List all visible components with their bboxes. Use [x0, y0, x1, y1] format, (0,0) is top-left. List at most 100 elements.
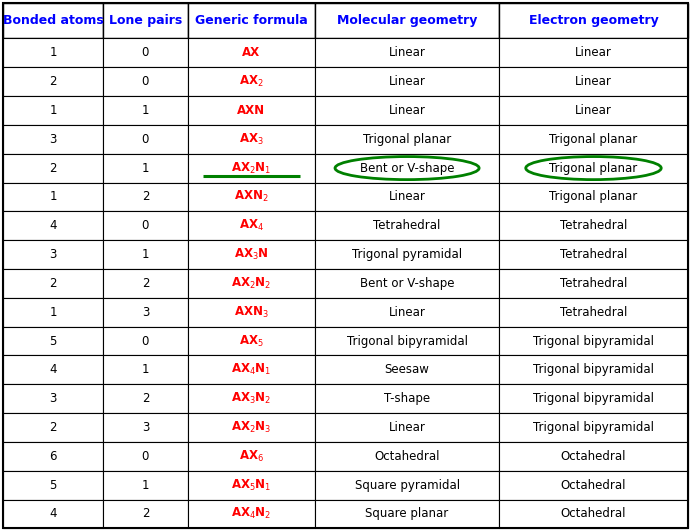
- Text: 2: 2: [49, 161, 57, 175]
- Text: 2: 2: [142, 277, 149, 290]
- Bar: [500, 269, 688, 298]
- Text: Trigonal planar: Trigonal planar: [549, 133, 638, 146]
- Bar: [103, 67, 188, 96]
- Bar: [3, 153, 103, 183]
- Bar: [314, 500, 500, 528]
- Text: Molecular geometry: Molecular geometry: [337, 14, 477, 27]
- Text: Trigonal pyramidal: Trigonal pyramidal: [352, 248, 462, 261]
- Bar: [103, 125, 188, 153]
- Bar: [188, 327, 314, 355]
- Text: 1: 1: [142, 248, 149, 261]
- Text: AX$_{2}$N$_{1}$: AX$_{2}$N$_{1}$: [231, 160, 272, 176]
- Bar: [188, 38, 314, 67]
- Text: 0: 0: [142, 219, 149, 232]
- Bar: [314, 38, 500, 67]
- Bar: [500, 470, 688, 500]
- Text: 2: 2: [49, 421, 57, 434]
- Text: 4: 4: [49, 363, 57, 376]
- Text: 6: 6: [49, 450, 57, 463]
- Bar: [103, 3, 188, 38]
- Text: 2: 2: [49, 277, 57, 290]
- Text: 1: 1: [49, 306, 57, 319]
- Bar: [188, 67, 314, 96]
- Bar: [103, 355, 188, 384]
- Text: 4: 4: [49, 219, 57, 232]
- Bar: [103, 269, 188, 298]
- Bar: [314, 384, 500, 413]
- Bar: [314, 269, 500, 298]
- Bar: [3, 38, 103, 67]
- Bar: [103, 211, 188, 240]
- Bar: [314, 211, 500, 240]
- Bar: [188, 384, 314, 413]
- Text: Octahedral: Octahedral: [560, 508, 626, 520]
- Bar: [3, 211, 103, 240]
- Bar: [103, 298, 188, 327]
- Bar: [500, 327, 688, 355]
- Bar: [188, 470, 314, 500]
- Bar: [188, 240, 314, 269]
- Text: 1: 1: [142, 104, 149, 117]
- Bar: [188, 153, 314, 183]
- Text: Square pyramidal: Square pyramidal: [354, 478, 460, 492]
- Text: 2: 2: [142, 191, 149, 203]
- Text: Linear: Linear: [388, 191, 426, 203]
- Bar: [3, 413, 103, 442]
- Bar: [188, 125, 314, 153]
- Bar: [314, 442, 500, 470]
- Text: AX$_{2}$N$_{2}$: AX$_{2}$N$_{2}$: [231, 276, 272, 291]
- Text: 1: 1: [142, 363, 149, 376]
- Text: 1: 1: [49, 191, 57, 203]
- Text: Tetrahedral: Tetrahedral: [560, 219, 627, 232]
- Text: AXN$_{2}$: AXN$_{2}$: [234, 190, 269, 204]
- Bar: [500, 355, 688, 384]
- Bar: [314, 298, 500, 327]
- Text: Linear: Linear: [388, 104, 426, 117]
- Text: AX$_{5}$N$_{1}$: AX$_{5}$N$_{1}$: [231, 477, 272, 493]
- Bar: [103, 470, 188, 500]
- Bar: [3, 67, 103, 96]
- Text: Generic formula: Generic formula: [195, 14, 307, 27]
- Text: Linear: Linear: [388, 46, 426, 59]
- Bar: [314, 240, 500, 269]
- Text: AX$_{2}$: AX$_{2}$: [239, 74, 264, 89]
- Text: AX$_{3}$: AX$_{3}$: [239, 132, 264, 147]
- Bar: [500, 153, 688, 183]
- Text: Bent or V-shape: Bent or V-shape: [360, 161, 454, 175]
- Bar: [3, 298, 103, 327]
- Bar: [3, 183, 103, 211]
- Bar: [3, 384, 103, 413]
- Bar: [314, 3, 500, 38]
- Text: Trigonal planar: Trigonal planar: [549, 161, 638, 175]
- Bar: [3, 240, 103, 269]
- Bar: [314, 153, 500, 183]
- Text: AX$_{4}$N$_{2}$: AX$_{4}$N$_{2}$: [231, 507, 272, 521]
- Text: AX: AX: [243, 46, 261, 59]
- Text: 0: 0: [142, 335, 149, 347]
- Text: AXN: AXN: [238, 104, 265, 117]
- Bar: [500, 125, 688, 153]
- Text: Tetrahedral: Tetrahedral: [560, 306, 627, 319]
- Text: AX$_{4}$: AX$_{4}$: [239, 218, 264, 233]
- Text: AX$_{5}$: AX$_{5}$: [239, 333, 264, 348]
- Bar: [103, 442, 188, 470]
- Text: 3: 3: [142, 421, 149, 434]
- Bar: [500, 240, 688, 269]
- Bar: [103, 384, 188, 413]
- Text: 2: 2: [49, 75, 57, 88]
- Bar: [314, 125, 500, 153]
- Text: Trigonal bipyramidal: Trigonal bipyramidal: [533, 335, 654, 347]
- Text: Octahedral: Octahedral: [560, 450, 626, 463]
- Text: Trigonal bipyramidal: Trigonal bipyramidal: [533, 421, 654, 434]
- Bar: [103, 327, 188, 355]
- Bar: [314, 96, 500, 125]
- Bar: [500, 96, 688, 125]
- Bar: [188, 96, 314, 125]
- Bar: [3, 269, 103, 298]
- Bar: [314, 413, 500, 442]
- Bar: [3, 470, 103, 500]
- Text: Bent or V-shape: Bent or V-shape: [360, 277, 454, 290]
- Bar: [500, 67, 688, 96]
- Text: 0: 0: [142, 46, 149, 59]
- Text: Tetrahedral: Tetrahedral: [560, 248, 627, 261]
